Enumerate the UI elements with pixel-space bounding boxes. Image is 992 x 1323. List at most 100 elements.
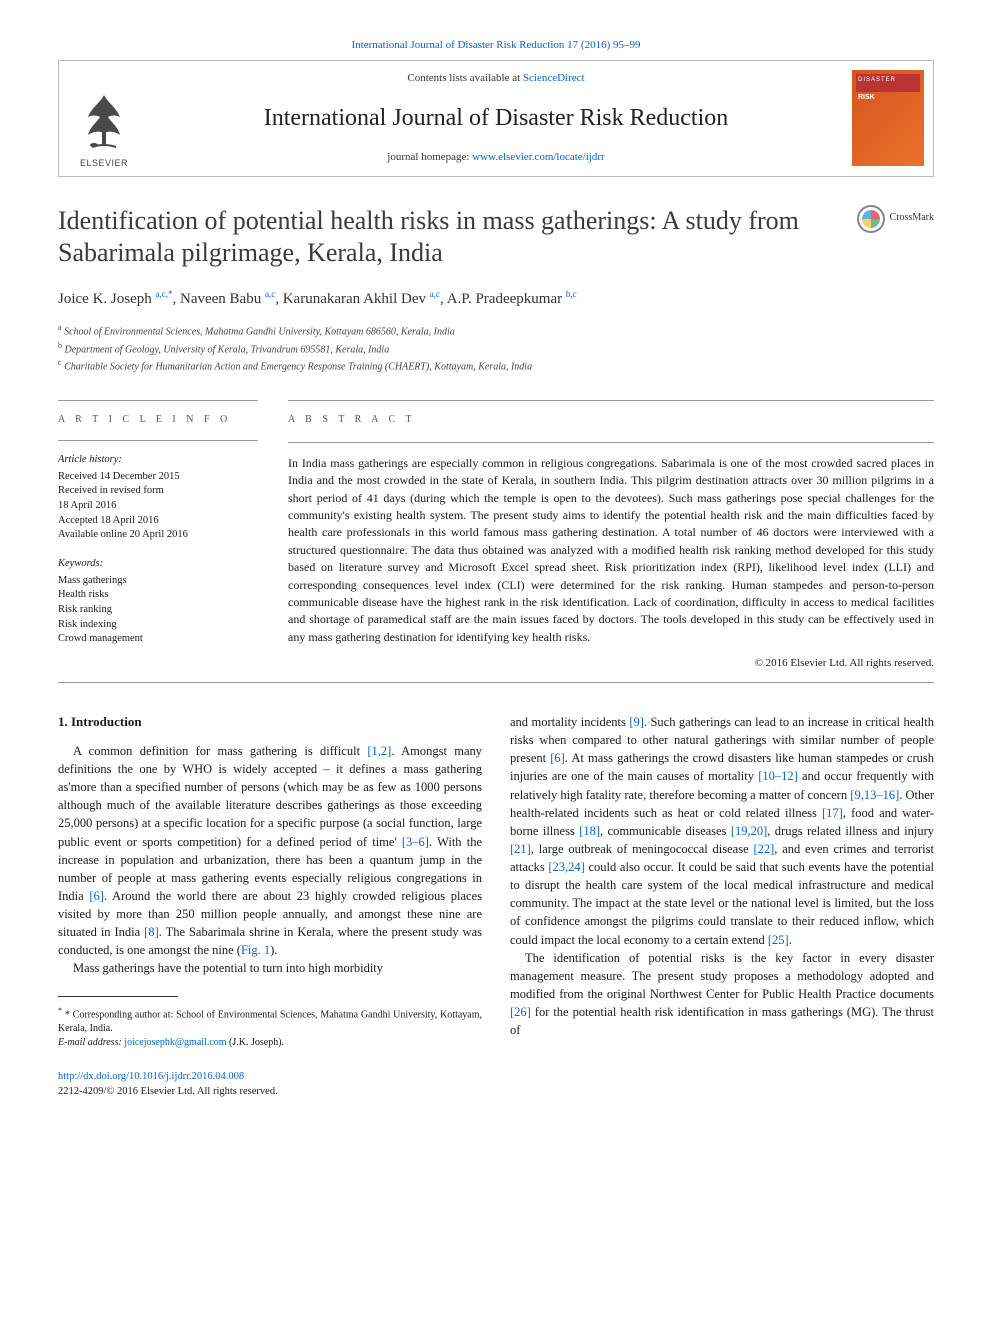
affil-a-sup: a	[58, 323, 62, 332]
p4-a: The identification of potential risks is…	[510, 951, 934, 1001]
issn-copyright: 2212-4209/© 2016 Elsevier Ltd. All right…	[58, 1085, 934, 1100]
body-columns: 1. Introduction A common definition for …	[58, 713, 934, 1050]
corr-star: *	[58, 1006, 62, 1015]
p1-f: ).	[270, 943, 277, 957]
doi-block: http://dx.doi.org/10.1016/j.ijdrr.2016.0…	[58, 1070, 934, 1099]
author-4-name: A.P. Pradeepkumar	[447, 291, 562, 307]
homepage-link[interactable]: www.elsevier.com/locate/ijdrr	[472, 151, 604, 163]
author-2-sup: a,c	[265, 289, 275, 299]
ref-6b[interactable]: [6]	[550, 751, 565, 765]
journal-ref-link[interactable]: International Journal of Disaster Risk R…	[351, 39, 640, 51]
history-head: Article history:	[58, 453, 258, 468]
author-1-star: *	[168, 289, 173, 299]
elsevier-tree-icon	[72, 89, 136, 153]
p3-a: and mortality incidents	[510, 715, 629, 729]
para-3: and mortality incidents [9]. Such gather…	[510, 713, 934, 949]
author-2-name: Naveen Babu	[180, 291, 261, 307]
ref-22[interactable]: [22]	[753, 842, 774, 856]
author-line: Joice K. Joseph a,c,*, Naveen Babu a,c, …	[58, 288, 934, 311]
ref-26[interactable]: [26]	[510, 1005, 531, 1019]
ref-10-12[interactable]: [10–12]	[758, 769, 798, 783]
title-row: Identification of potential health risks…	[58, 205, 934, 270]
keyword-5: Crowd management	[58, 632, 258, 647]
author-4-sup: b,c	[566, 289, 577, 299]
author-1-name: Joice K. Joseph	[58, 291, 152, 307]
fig-1-link[interactable]: Fig. 1	[241, 943, 270, 957]
affil-b: b Department of Geology, University of K…	[58, 340, 934, 357]
corresponding-footnote: * * Corresponding author at: School of E…	[58, 1005, 482, 1050]
contents-line: Contents lists available at ScienceDirec…	[157, 71, 835, 87]
footnote-rule	[58, 996, 178, 997]
corr-author: * * Corresponding author at: School of E…	[58, 1005, 482, 1036]
top-journal-ref: International Journal of Disaster Risk R…	[58, 38, 934, 54]
history-block: Article history: Received 14 December 20…	[58, 453, 258, 543]
para-4: The identification of potential risks is…	[510, 949, 934, 1040]
keyword-1: Mass gatherings	[58, 574, 258, 589]
info-rule-top	[58, 400, 258, 401]
ref-19-20[interactable]: [19,20]	[731, 824, 767, 838]
abs-rule-mid	[288, 442, 934, 443]
p3-g: , communicable diseases	[600, 824, 731, 838]
affil-c-text: Charitable Society for Humanitarian Acti…	[64, 361, 532, 372]
para-1: A common definition for mass gathering i…	[58, 742, 482, 960]
p2-a: Mass gatherings have the potential to tu…	[73, 961, 383, 975]
section-1-head: 1. Introduction	[58, 713, 482, 732]
info-head: A R T I C L E I N F O	[58, 413, 258, 428]
author-3-name: Karunakaran Akhil Dev	[283, 291, 426, 307]
author-1-sup: a,c,	[156, 289, 169, 299]
ref-3-6[interactable]: [3–6]	[402, 835, 429, 849]
header-center: Contents lists available at ScienceDirec…	[149, 61, 843, 176]
ref-1-2[interactable]: [1,2]	[367, 744, 391, 758]
email-link[interactable]: joicejosephk@gmail.com	[124, 1037, 226, 1048]
main-rule	[58, 682, 934, 683]
ref-6a[interactable]: [6]	[89, 889, 104, 903]
contents-prefix: Contents lists available at	[407, 72, 522, 84]
email-suffix: (J.K. Joseph).	[227, 1037, 285, 1048]
affil-c-sup: c	[58, 358, 62, 367]
email-label: E-mail address:	[58, 1037, 124, 1048]
p3-i: , large outbreak of meningococcal diseas…	[531, 842, 754, 856]
ref-17[interactable]: [17]	[822, 806, 843, 820]
p3-l: .	[789, 933, 792, 947]
ref-21[interactable]: [21]	[510, 842, 531, 856]
sciencedirect-link[interactable]: ScienceDirect	[523, 72, 585, 84]
ref-18[interactable]: [18]	[579, 824, 600, 838]
affil-b-text: Department of Geology, University of Ker…	[65, 344, 390, 355]
info-rule-mid	[58, 440, 258, 441]
info-abstract-row: A R T I C L E I N F O Article history: R…	[58, 394, 934, 672]
crossmark-label: CrossMark	[890, 211, 934, 226]
homepage-line: journal homepage: www.elsevier.com/locat…	[157, 150, 835, 166]
crossmark-widget[interactable]: CrossMark	[857, 205, 934, 233]
ref-9[interactable]: [9]	[629, 715, 644, 729]
p4-b: for the potential health risk identifica…	[510, 1005, 934, 1037]
cover-word-risk: RISK	[858, 94, 875, 102]
cover-word-disaster: DISASTER	[858, 76, 896, 85]
page-root: International Journal of Disaster Risk R…	[0, 0, 992, 1139]
journal-header-box: ELSEVIER Contents lists available at Sci…	[58, 60, 934, 177]
article-info: A R T I C L E I N F O Article history: R…	[58, 394, 258, 672]
affil-c: c Charitable Society for Humanitarian Ac…	[58, 357, 934, 374]
ref-8[interactable]: [8]	[144, 925, 159, 939]
crossmark-icon	[857, 205, 885, 233]
history-4: Accepted 18 April 2016	[58, 514, 258, 529]
history-1: Received 14 December 2015	[58, 470, 258, 485]
journal-name: International Journal of Disaster Risk R…	[157, 101, 835, 136]
ref-25[interactable]: [25]	[768, 933, 789, 947]
keyword-4: Risk indexing	[58, 618, 258, 633]
author-3: Karunakaran Akhil Dev a,c	[283, 291, 440, 307]
doi-link[interactable]: http://dx.doi.org/10.1016/j.ijdrr.2016.0…	[58, 1071, 244, 1082]
para-2: Mass gatherings have the potential to tu…	[58, 959, 482, 977]
abstract-copyright: © 2016 Elsevier Ltd. All rights reserved…	[288, 656, 934, 672]
p1-b: . Amongst many definitions the one by WH…	[58, 744, 482, 849]
keyword-3: Risk ranking	[58, 603, 258, 618]
email-line: E-mail address: joicejosephk@gmail.com (…	[58, 1036, 482, 1050]
corr-text: * Corresponding author at: School of Env…	[58, 1009, 482, 1034]
keywords-block: Keywords: Mass gatherings Health risks R…	[58, 557, 258, 647]
ref-23-24[interactable]: [23,24]	[548, 860, 584, 874]
affil-a-text: School of Environmental Sciences, Mahatm…	[64, 327, 455, 338]
ref-9-13-16[interactable]: [9,13–16]	[850, 788, 899, 802]
author-3-sup: a,c	[430, 289, 440, 299]
history-5: Available online 20 April 2016	[58, 528, 258, 543]
elsevier-logo: ELSEVIER	[59, 61, 149, 176]
abstract-head: A B S T R A C T	[288, 413, 934, 428]
